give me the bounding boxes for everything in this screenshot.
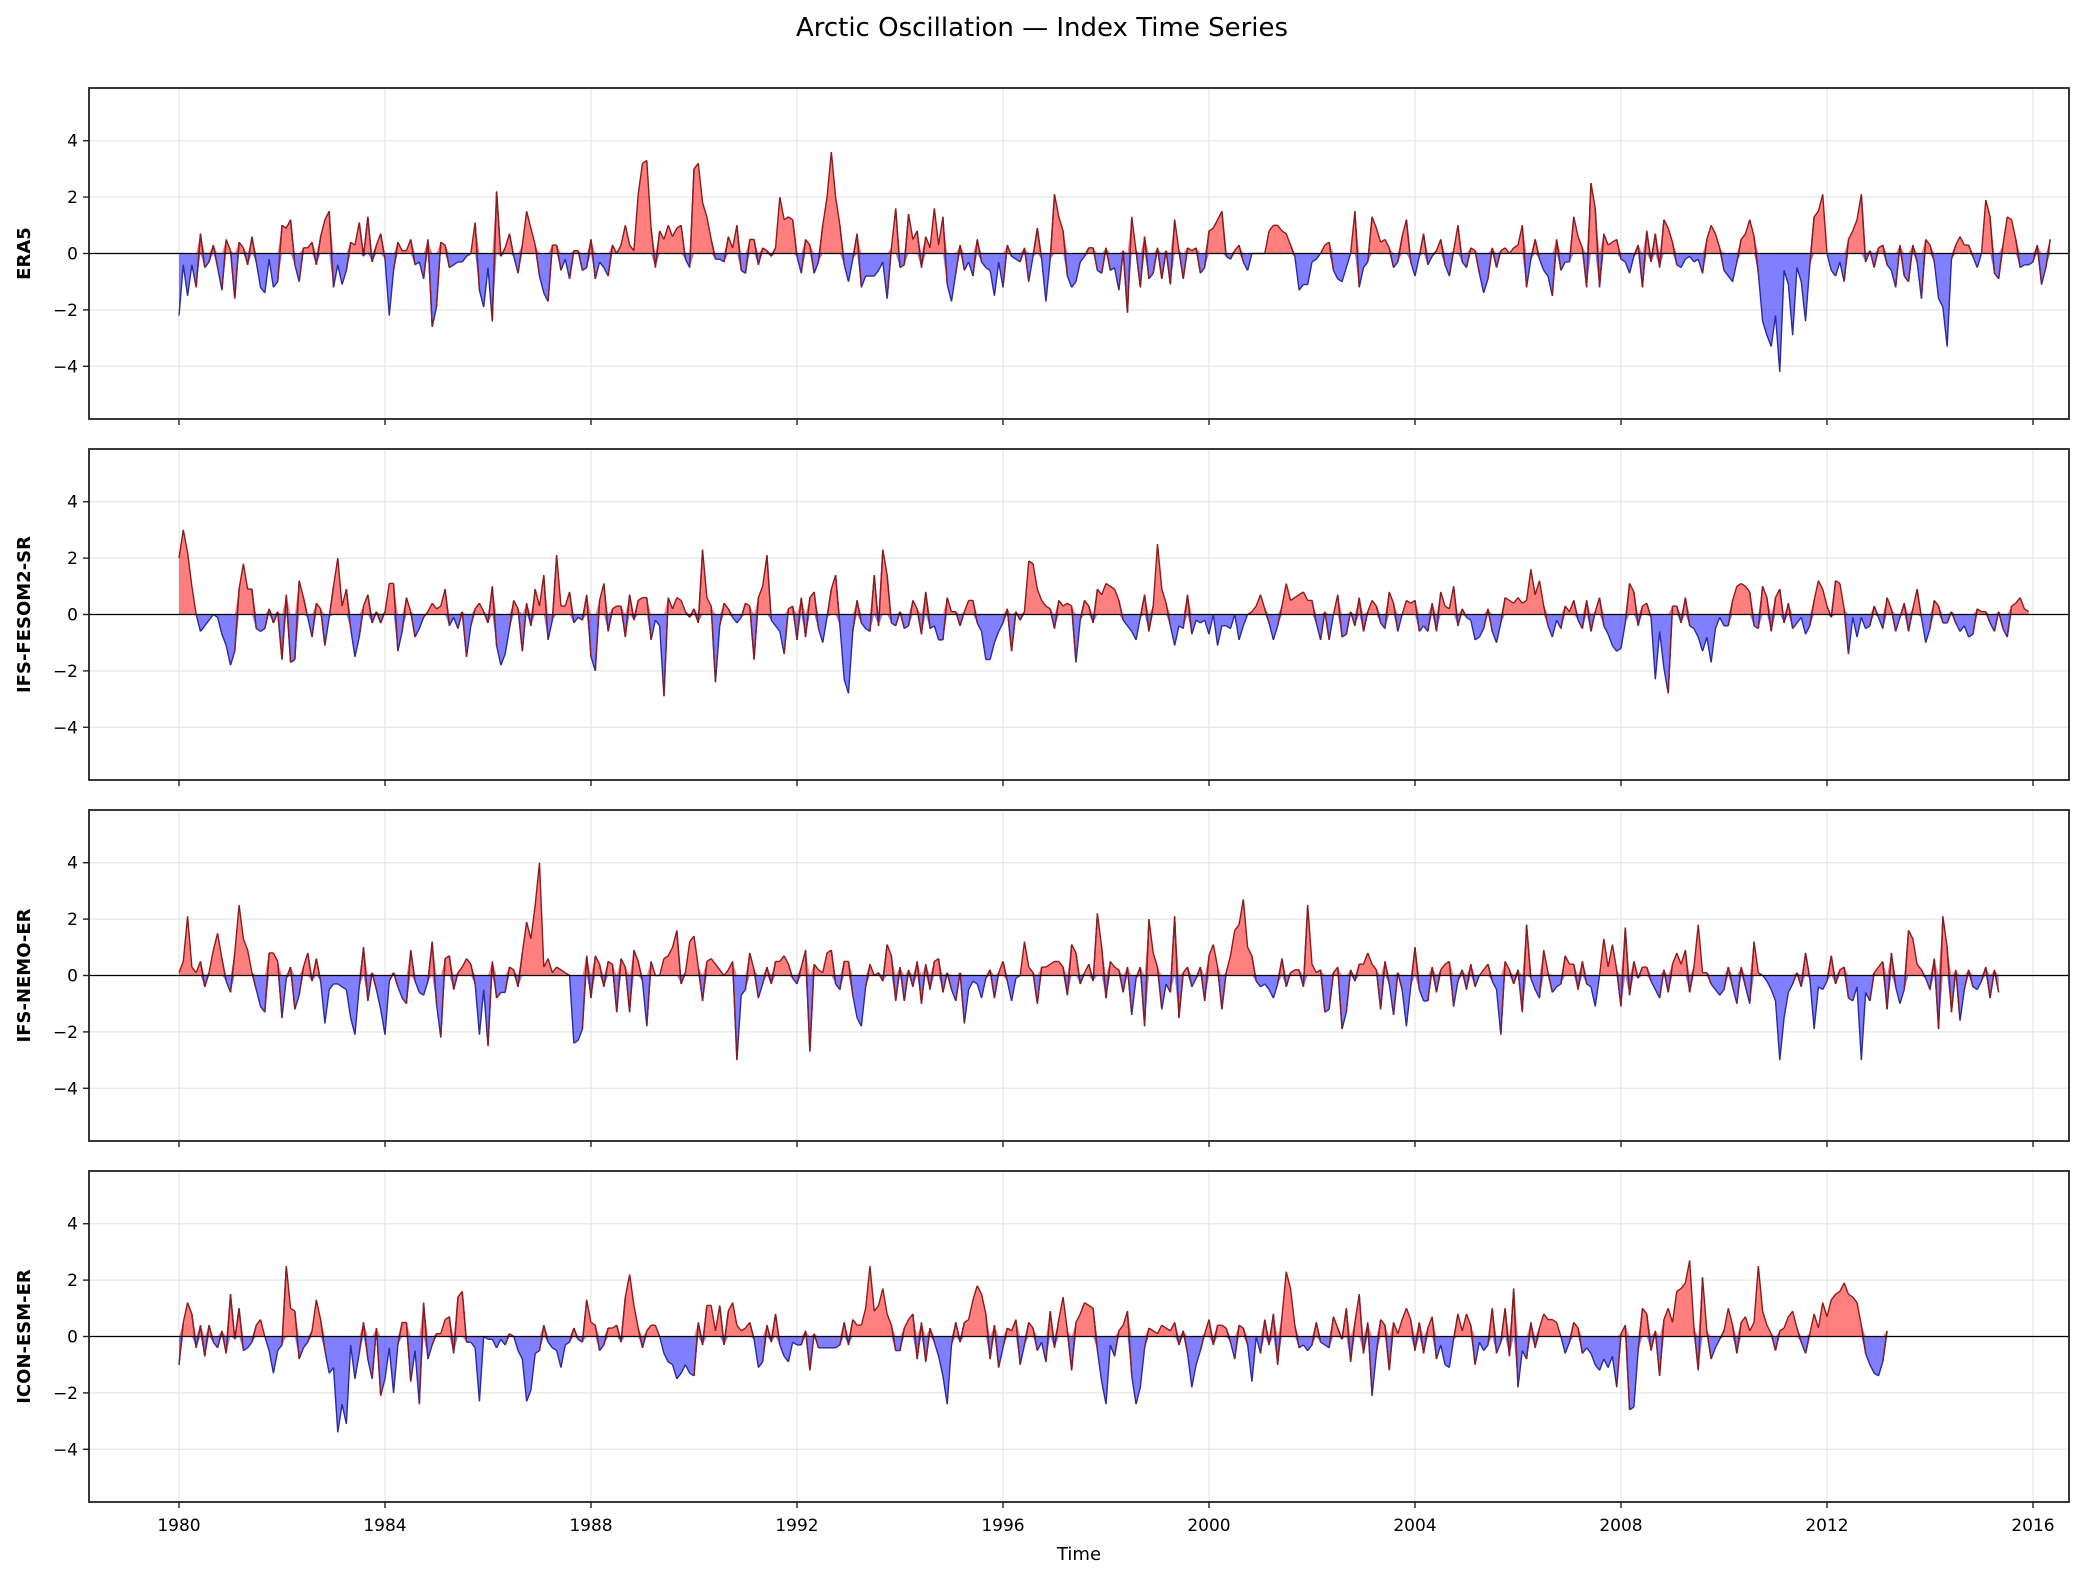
y-tick-label: 0 <box>67 1328 78 1348</box>
negative-fill <box>179 975 1999 1061</box>
y-tick-label: −4 <box>53 357 78 377</box>
y-tick-label: −4 <box>53 1440 78 1460</box>
x-tick-label: 1992 <box>775 1516 818 1536</box>
y-tick-label: −2 <box>53 301 78 321</box>
y-axis-label: ERA5 <box>14 227 35 280</box>
y-axis-label: IFS-FESOM2-SR <box>14 536 35 693</box>
x-axis-label: Time <box>1056 1544 1101 1565</box>
positive-fill <box>179 152 2051 254</box>
panel-ifs-nemo-er: −4 −2 0 2 4 IFS-NEMO-ER <box>14 809 2070 1147</box>
y-tick-label: −2 <box>53 662 78 682</box>
positive-edge-line <box>178 862 2000 1061</box>
y-axis-label: ICON-ESM-ER <box>14 1269 35 1404</box>
y-tick-label: 4 <box>67 854 78 874</box>
panel-era5: −4 −2 0 2 4 ERA5 <box>14 87 2070 425</box>
y-tick-label: 4 <box>67 493 78 513</box>
panel-ifs-fesom2-sr: −4 −2 0 2 4 IFS-FESOM2-SR <box>14 448 2070 786</box>
y-tick-label: 2 <box>67 910 78 930</box>
x-tick-label: 1996 <box>981 1516 1024 1536</box>
positive-fill <box>179 862 1999 976</box>
y-tick-label: 2 <box>67 549 78 569</box>
y-tick-label: 2 <box>67 188 78 208</box>
panel-icon-esm-er: −4 −2 0 2 4 1980 1984 1988 1992 1996 2000 2004 2008 2… <box>14 1170 2070 1536</box>
x-tick-label: 2016 <box>2011 1516 2054 1536</box>
y-tick-label: 0 <box>67 967 78 987</box>
panels: −4 −2 0 2 4 ERA5 −4 −2 0 2 4 IFS-FESOM2-SR −4 −2 0 2 4 IF… <box>14 87 2070 1536</box>
chart-title: Arctic Oscillation — Index Time Series <box>796 13 1288 43</box>
positive-edge-line <box>178 1260 1888 1410</box>
y-tick-label: 2 <box>67 1271 78 1291</box>
x-tick-label: 1984 <box>363 1516 406 1536</box>
y-tick-label: −2 <box>53 1023 78 1043</box>
x-tick-label: 2004 <box>1393 1516 1436 1536</box>
y-tick-label: −4 <box>53 718 78 738</box>
x-tick-label: 1980 <box>157 1516 200 1536</box>
negative-fill <box>179 1336 1888 1433</box>
y-axis-label: IFS-NEMO-ER <box>14 908 35 1042</box>
x-tick-label: 2012 <box>1805 1516 1848 1536</box>
y-tick-label: 0 <box>67 606 78 626</box>
y-tick-label: 4 <box>67 132 78 152</box>
negative-fill <box>179 614 2029 697</box>
y-tick-label: −4 <box>53 1079 78 1099</box>
x-tick-label: 2000 <box>1187 1516 1230 1536</box>
y-tick-label: 4 <box>67 1215 78 1235</box>
x-tick-label: 2008 <box>1599 1516 1642 1536</box>
y-tick-label: 0 <box>67 245 78 265</box>
y-tick-label: −2 <box>53 1384 78 1404</box>
positive-fill <box>179 1260 1888 1337</box>
x-tick-label: 1988 <box>569 1516 612 1536</box>
